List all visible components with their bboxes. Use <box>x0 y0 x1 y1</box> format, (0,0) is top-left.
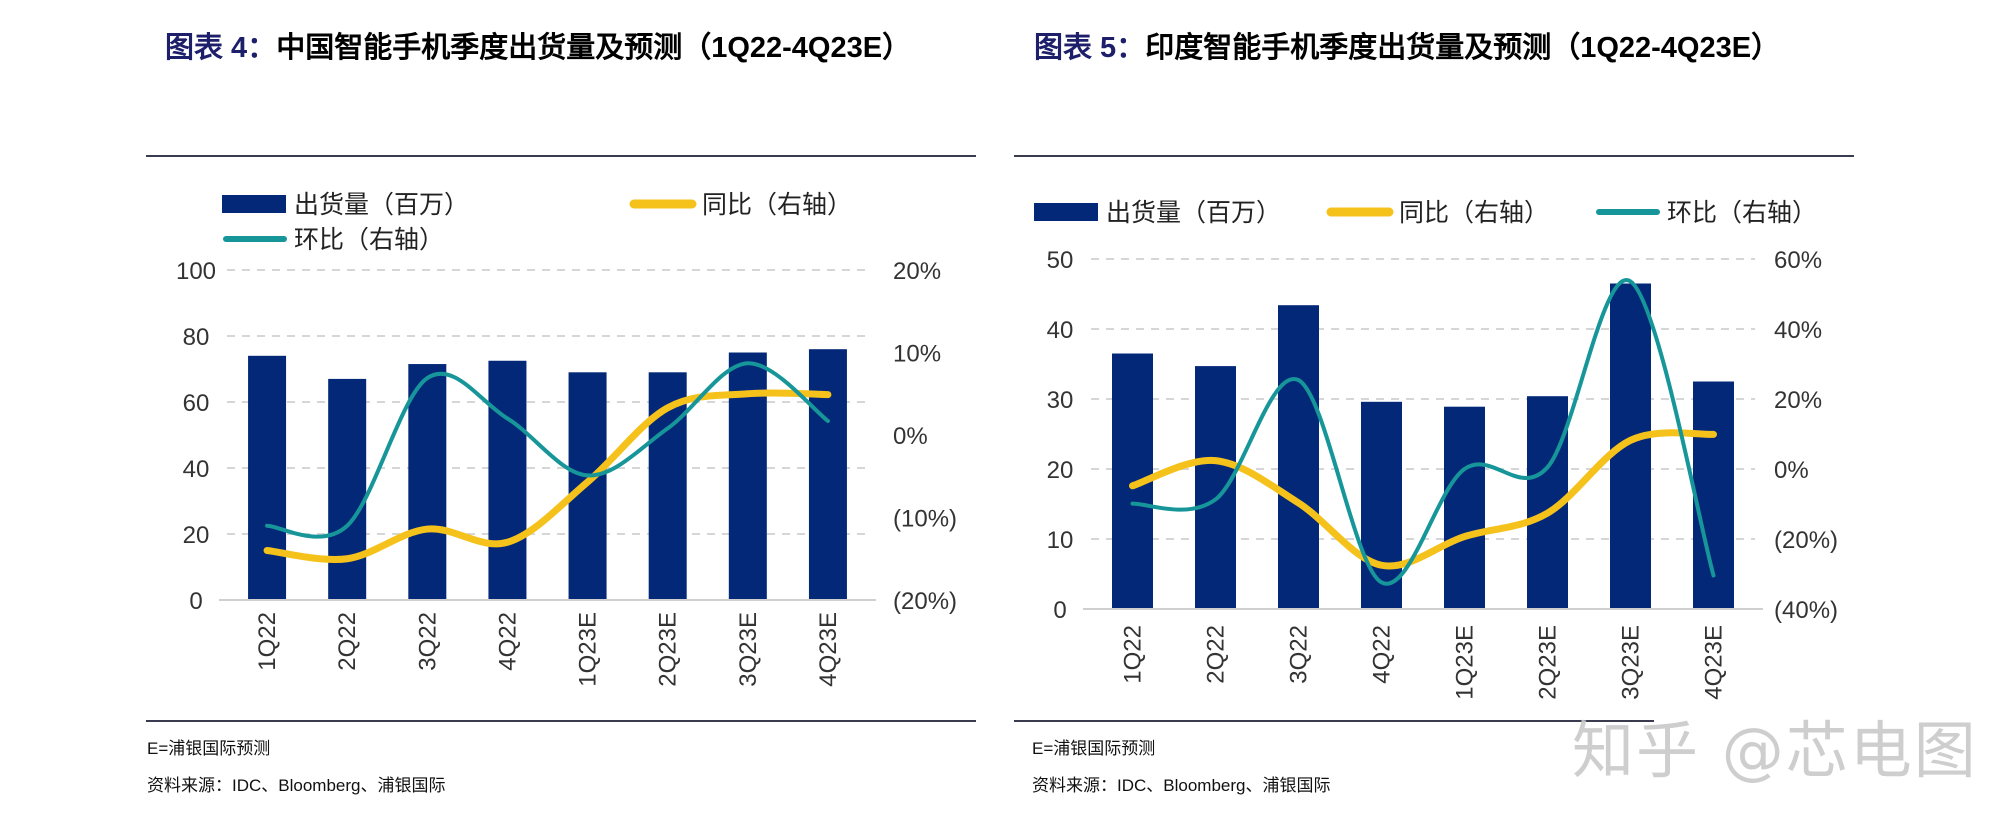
legend-bar-swatch <box>1034 203 1098 221</box>
left-axis-tick: 20 <box>183 522 210 549</box>
category-label: 3Q22 <box>1286 625 1313 684</box>
left-axis-tick: 10 <box>1047 527 1074 554</box>
category-label: 2Q23E <box>655 612 682 687</box>
right-axis-tick: 20% <box>1774 387 1822 414</box>
left-axis-tick: 60 <box>183 390 210 417</box>
bar-3Q22 <box>408 364 447 600</box>
category-label: 3Q22 <box>414 612 441 671</box>
right-axis-tick: 0% <box>893 423 928 450</box>
right-axis-tick: (20%) <box>1774 527 1838 554</box>
category-label: 1Q22 <box>254 612 281 671</box>
right-axis-tick: 20% <box>893 258 941 285</box>
title-text: 中国智能手机季度出货量及预测（1Q22-4Q23E） <box>276 32 912 64</box>
category-label: 4Q22 <box>494 612 521 671</box>
yoy-line <box>1129 429 1717 570</box>
yoy-line <box>263 389 832 563</box>
legend-label: 出货量（百万） <box>294 190 469 219</box>
right-axis-tick: 40% <box>1774 317 1822 344</box>
forecast-note: E=浦银国际预测 <box>147 739 271 758</box>
left-axis-tick: 40 <box>183 456 210 483</box>
category-label: 1Q22 <box>1120 625 1147 684</box>
category-label: 1Q23E <box>575 612 602 687</box>
bar-3Q22 <box>1278 305 1319 609</box>
chart-title-india: 图表 5：印度智能手机季度出货量及预测（1Q22-4Q23E） <box>1034 26 1834 70</box>
top-rule <box>1014 155 1854 157</box>
left-axis-tick: 20 <box>1047 457 1074 484</box>
left-axis-tick: 50 <box>1047 247 1074 274</box>
category-label: 4Q23E <box>1701 625 1728 700</box>
bar-2Q22 <box>1195 366 1236 609</box>
right-axis-tick: (40%) <box>1774 597 1838 624</box>
left-axis-tick: 0 <box>189 588 202 615</box>
title-lead: 图表 4： <box>165 32 277 64</box>
category-label: 2Q22 <box>1203 625 1230 684</box>
forecast-note: E=浦银国际预测 <box>1032 739 1156 758</box>
bottom-rule <box>1014 720 1654 722</box>
top-rule <box>146 155 976 157</box>
left-axis-tick: 40 <box>1047 317 1074 344</box>
right-axis-tick: 0% <box>1774 457 1809 484</box>
bar-4Q22 <box>1361 401 1402 609</box>
title-lead: 图表 5： <box>1034 32 1146 64</box>
right-axis-tick: (20%) <box>893 588 957 615</box>
title-text: 印度智能手机季度出货量及预测（1Q22-4Q23E） <box>1145 32 1781 64</box>
legend-label: 环比（右轴） <box>294 225 444 254</box>
category-label: 1Q23E <box>1452 625 1479 700</box>
left-axis-tick: 100 <box>176 258 216 285</box>
qoq-line <box>265 361 830 539</box>
source-note: 资料来源：IDC、Bloomberg、浦银国际 <box>147 776 446 795</box>
right-axis-tick: (10%) <box>893 506 957 533</box>
category-label: 2Q23E <box>1535 625 1562 700</box>
legend-bar-swatch <box>222 195 286 213</box>
left-axis-tick: 0 <box>1053 597 1066 624</box>
bar-4Q23E <box>808 349 847 600</box>
left-axis-tick: 30 <box>1047 387 1074 414</box>
bottom-rule <box>146 720 976 722</box>
legend-label: 环比（右轴） <box>1667 198 1817 227</box>
category-label: 2Q22 <box>334 612 361 671</box>
right-axis-tick: 10% <box>893 341 941 368</box>
category-label: 3Q23E <box>735 612 762 687</box>
chart-india: 0 10 20 30 40 50 (40%) (20%) 0% 20% 40% 60% 1Q22 2Q22… <box>1034 198 1838 700</box>
chart-title-china: 图表 4：中国智能手机季度出货量及预测（1Q22-4Q23E） <box>165 26 965 70</box>
right-axis-tick: 60% <box>1774 247 1822 274</box>
legend-label: 出货量（百万） <box>1106 198 1281 227</box>
left-axis-tick: 80 <box>183 324 210 351</box>
category-label: 4Q23E <box>815 612 842 687</box>
bar-1Q22 <box>248 355 287 600</box>
category-label: 3Q23E <box>1618 625 1645 700</box>
legend-label: 同比（右轴） <box>1399 198 1549 227</box>
bar-4Q22 <box>488 360 527 600</box>
bar-1Q23E <box>1444 406 1485 609</box>
legend-label: 同比（右轴） <box>702 190 852 219</box>
category-label: 4Q22 <box>1369 625 1396 684</box>
watermark: 知乎 @芯电图 <box>1572 714 1978 787</box>
bar-2Q22 <box>328 378 367 600</box>
chart-china: 0 20 40 60 80 100 (20%) (10%) 0% 10% 20% 1Q22 2Q22 3Q… <box>176 190 957 687</box>
source-note: 资料来源：IDC、Bloomberg、浦银国际 <box>1032 776 1331 795</box>
